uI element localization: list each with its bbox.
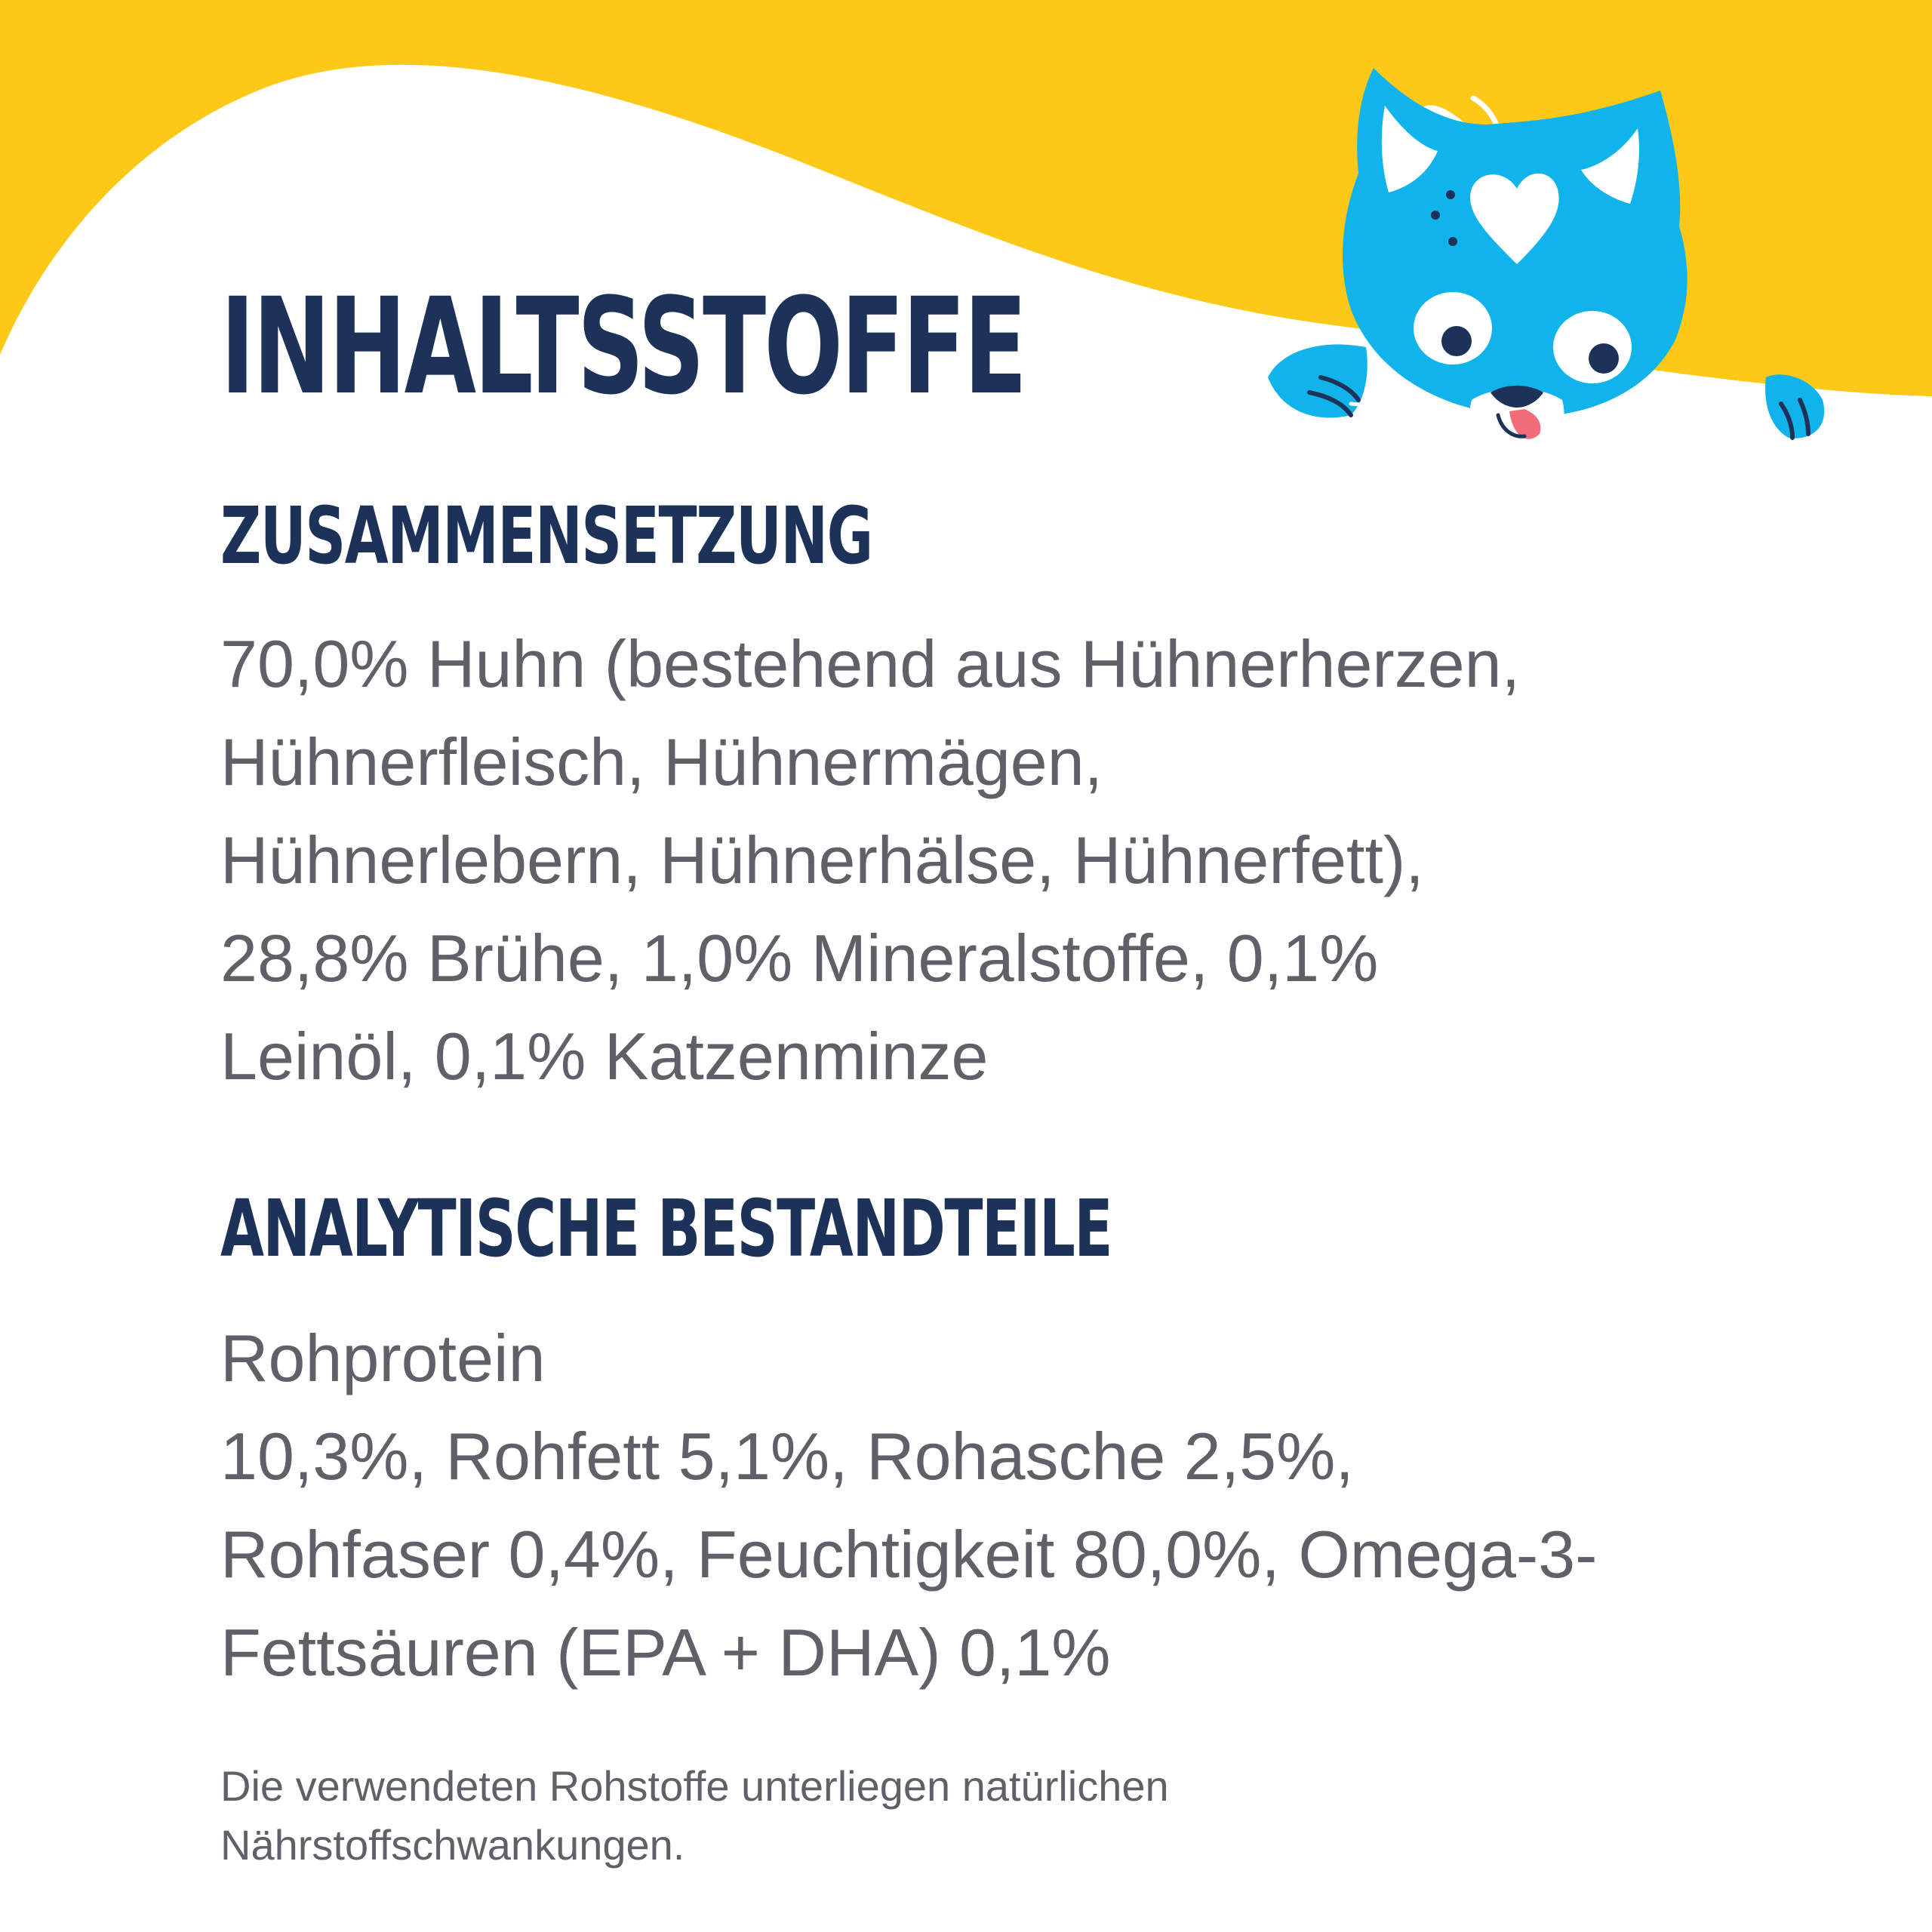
composition-line: Leinöl, 0,1% Katzenminze xyxy=(220,1019,989,1094)
analytical-line: 10,3%, Rohfett 5,1%, Rohasche 2,5%, xyxy=(220,1419,1354,1494)
analytical-line: Fettsäuren (EPA + DHA) 0,1% xyxy=(220,1615,1111,1690)
cat-peeking-icon xyxy=(1268,68,1825,463)
analytical-line: Rohprotein xyxy=(220,1321,546,1395)
footnote-line: Nährstoffschwankungen. xyxy=(220,1821,685,1869)
composition-line: Hühnerfleisch, Hühnermägen, xyxy=(220,724,1103,799)
composition-line: 28,8% Brühe, 1,0% Mineralstoffe, 0,1% xyxy=(220,921,1379,995)
analytical-heading: ANALYTISCHE BESTANDTEILE xyxy=(220,1183,1113,1275)
composition-line: 70,0% Huhn (bestehend aus Hühnerherzen, xyxy=(220,626,1521,701)
composition-line: Hühnerlebern, Hühnerhälse, Hühnerfett), xyxy=(220,823,1424,897)
footnote-line: Die verwendeten Rohstoffe unterliegen na… xyxy=(220,1762,1169,1810)
footnote: Die verwendeten Rohstoffe unterliegen na… xyxy=(220,1757,1169,1875)
page-title: INHALTSSTOFFE xyxy=(220,269,1027,424)
analytical-line: Rohfaser 0,4%, Feuchtigkeit 80,0%, Omega… xyxy=(220,1517,1598,1592)
composition-text: 70,0% Huhn (bestehend aus Hühnerherzen, … xyxy=(220,615,1520,1106)
composition-heading: ZUSAMMENSETZUNG xyxy=(220,490,873,582)
analytical-text: Rohprotein 10,3%, Rohfett 5,1%, Rohasche… xyxy=(220,1309,1597,1702)
